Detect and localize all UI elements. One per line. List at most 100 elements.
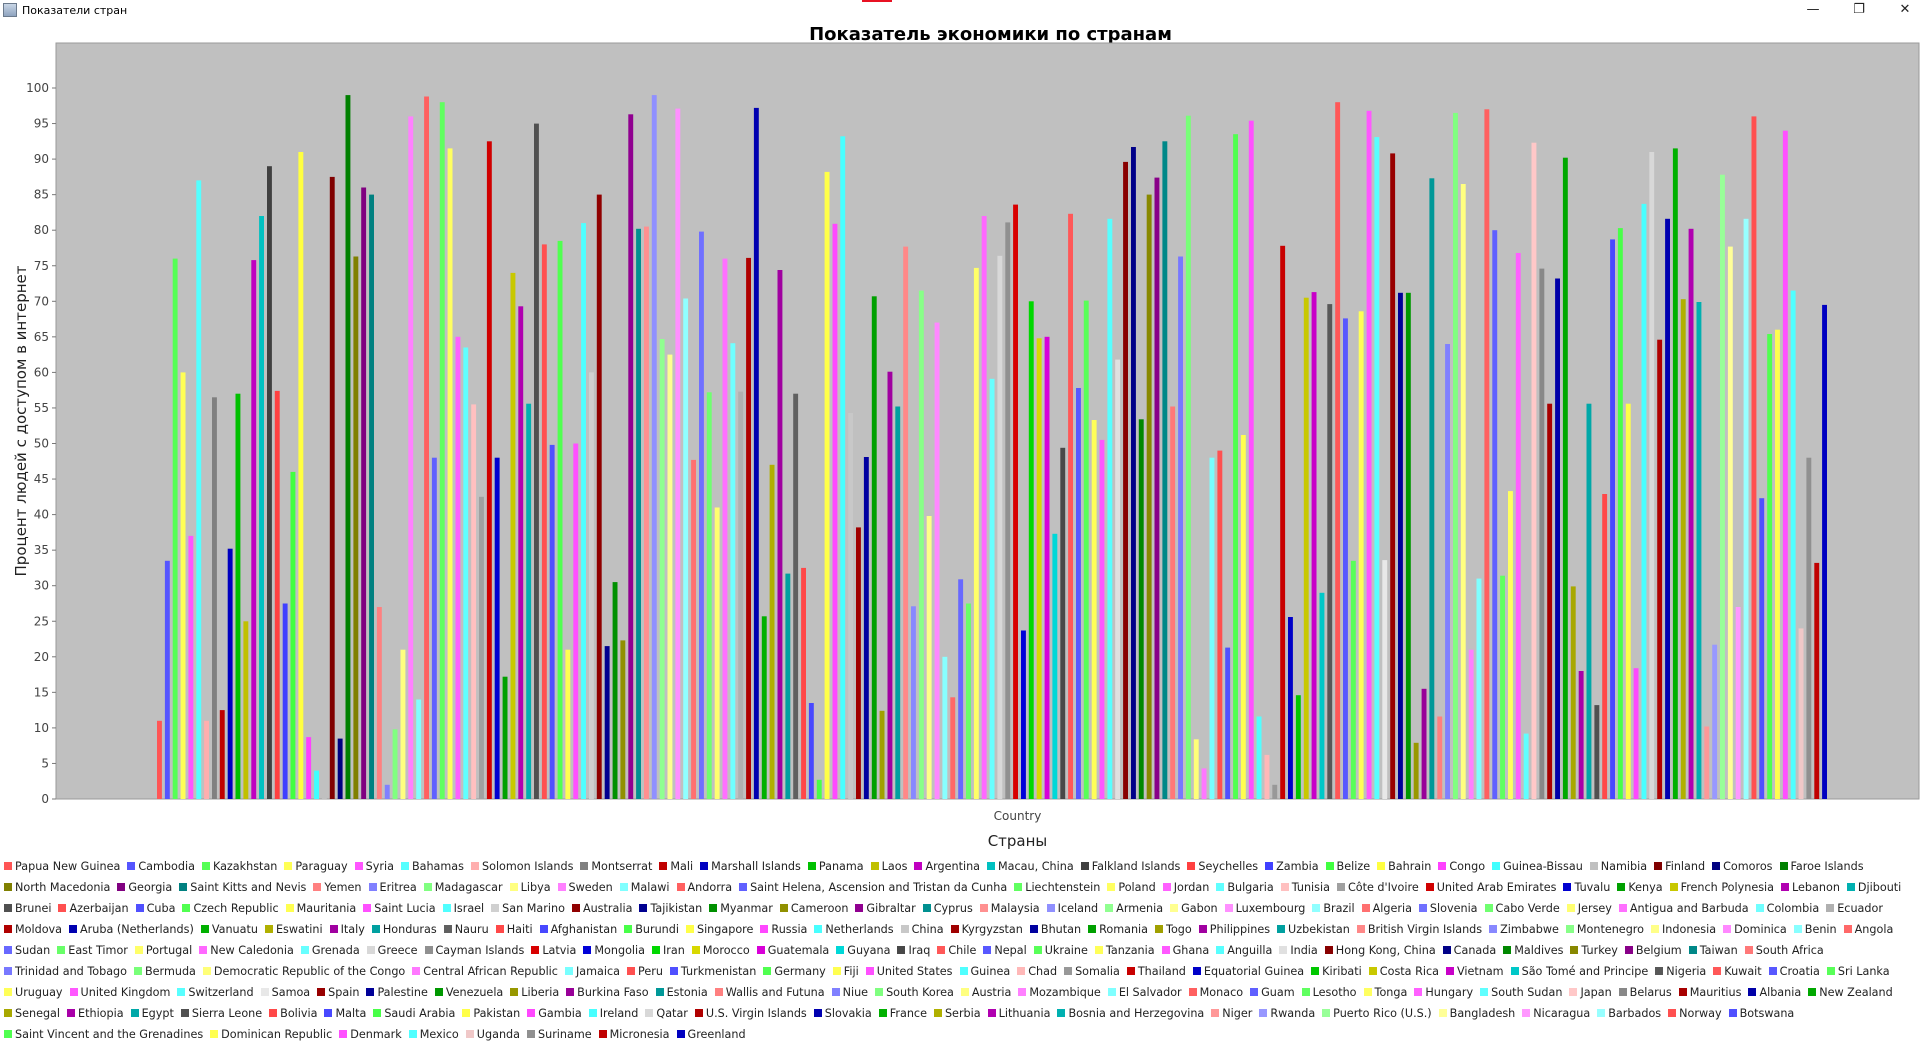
legend-item: Lithuania [987,1003,1050,1024]
legend-label: Saint Helena, Ascension and Tristan da C… [750,881,1008,894]
legend-label: Mauritania [296,902,357,915]
legend-swatch [580,862,589,870]
legend-item: San Marino [491,898,565,919]
bar [314,770,319,799]
legend-swatch [1029,925,1038,933]
y-tick-label: 25 [34,614,49,628]
bar [832,223,838,800]
legend-item: Dominican Republic [210,1024,332,1045]
close-icon[interactable]: ✕ [1899,2,1911,17]
bar [1751,116,1757,799]
legend-swatch [1484,904,1493,912]
legend-swatch [709,904,718,912]
y-tick-label: 90 [34,152,49,166]
bar [1782,130,1788,799]
legend-swatch [1161,946,1170,954]
legend-swatch [412,967,421,975]
legend-swatch [4,988,12,996]
y-tick-label: 30 [34,579,49,593]
bar [243,621,249,800]
legend-label: Guyana [847,944,891,957]
legend-swatch [1192,967,1201,975]
title-accent [862,0,892,2]
legend-item: Switzerland [177,982,254,1003]
legend-item: Brazil [1312,898,1355,919]
legend-label: Lesotho [1312,986,1357,999]
legend-item: Bahrain [1377,856,1431,877]
legend-item: Uzbekistan [1277,919,1350,940]
legend-label: Kazakhstan [212,860,278,873]
legend-item: Antigua and Barbuda [1618,898,1749,919]
legend-label: Kiribati [1322,965,1362,978]
legend-item: Saint Helena, Ascension and Tristan da C… [739,877,1007,898]
legend-item: U.S. Virgin Islands [694,1003,807,1024]
legend-swatch [1565,925,1574,933]
legend-item: Japan [1569,982,1612,1003]
bar [1429,178,1435,800]
legend-label: Ireland [599,1007,639,1020]
bar [989,378,995,799]
legend-label: Gambia [538,1007,582,1020]
legend-label: Morocco [702,944,750,957]
legend-swatch [509,883,518,891]
legend-swatch [645,1009,654,1017]
legend-item: Brunei [4,898,51,919]
legend-swatch [462,1009,471,1017]
legend: Papua New Guinea Cambodia Kazakhstan Paragu… [4,856,1914,1045]
legend-swatch [1826,904,1835,912]
legend-item: Laos [870,856,907,877]
legend-swatch [865,967,874,975]
bar [212,397,217,799]
bar [1217,450,1223,799]
bar [706,392,712,799]
minimize-icon[interactable]: — [1806,2,1820,17]
legend-label: Brazil [1323,902,1355,915]
bar [1672,148,1678,799]
legend-label: France [889,1007,927,1020]
legend-label: Djibouti [1857,881,1902,894]
legend-item: Gambia [527,1003,582,1024]
legend-label: Samoa [271,986,311,999]
bar [321,528,327,799]
legend-label: Comoros [1723,860,1773,873]
legend-label: Romania [1099,923,1149,936]
legend-swatch [127,862,136,870]
legend-label: Panama [818,860,864,873]
maximize-icon[interactable]: ❐ [1853,2,1865,17]
bar [1492,230,1498,799]
legend-item: Wallis and Futuna [714,982,825,1003]
bar [267,166,272,799]
legend-item: Mexico [408,1024,459,1045]
bar [298,152,304,799]
legend-swatch [1325,862,1334,870]
legend-label: Vietnam [1456,965,1504,978]
legend-label: Austria [971,986,1012,999]
y-tick-label: 45 [34,472,49,486]
legend-item: British Virgin Islands [1356,919,1482,940]
legend-swatch [1368,967,1377,975]
legend-label: Papua New Guinea [15,860,121,873]
legend-item: United States [865,961,953,982]
legend-swatch [739,883,748,891]
legend-label: Belgium [1635,944,1682,957]
legend-label: Tonga [1374,986,1408,999]
legend-label: Germany [774,965,826,978]
y-tick-label: 15 [34,685,49,699]
bar [1405,292,1411,799]
bar [761,616,767,799]
legend-swatch [284,862,293,870]
legend-label: Bolivia [280,1007,318,1020]
legend-item: Burkina Faso [566,982,649,1003]
legend-item: Niger [1211,1003,1252,1024]
legend-swatch [408,1030,417,1038]
legend-item: Ireland [588,1003,639,1024]
legend-item: Cyprus [922,898,973,919]
legend-label: Macau, China [998,860,1074,873]
legend-item: Germany [763,961,826,982]
legend-swatch [1597,1009,1606,1017]
legend-item: Kenya [1617,877,1663,898]
legend-swatch [1162,883,1171,891]
bar [1311,292,1317,799]
legend-swatch [933,1009,942,1017]
legend-item: Bahamas [400,856,464,877]
